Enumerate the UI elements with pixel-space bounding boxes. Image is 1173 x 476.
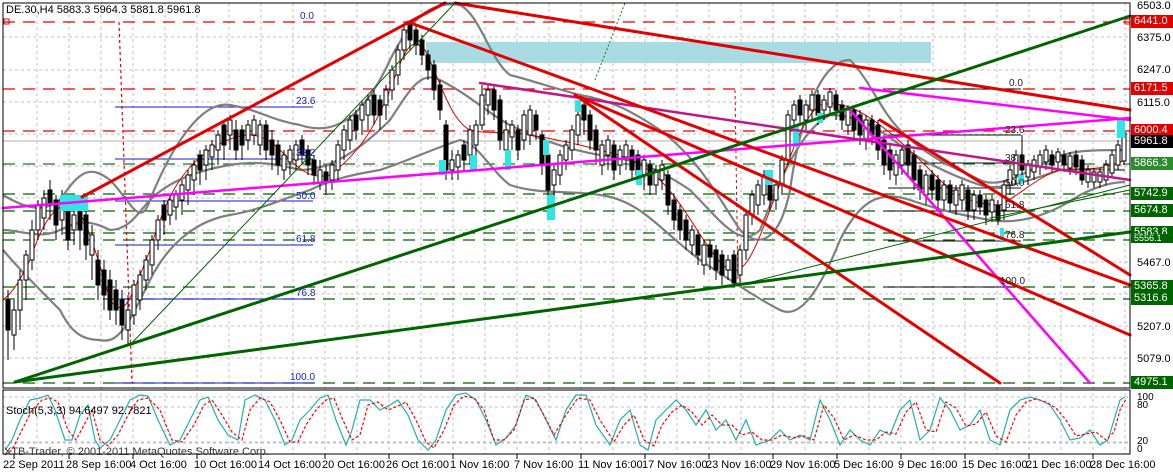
fib-left-23-6: 23.6 [296,96,316,107]
fib-right-50: 50.0 [1005,178,1025,189]
price-tick: 5467.0 [1137,257,1171,269]
time-label: 4 Oct 16:00 [130,459,187,471]
time-label: 15 Dec 16:00 [962,459,1028,471]
time-label: 21 Dec 16:00 [1026,459,1092,471]
time-label: 11 Nov 16:00 [578,459,643,471]
time-label: 9 Dec 16:00 [898,459,958,471]
fib-left-61-8: 61.8 [296,234,316,245]
fib-right-23-6: 23.6 [1005,125,1025,136]
time-label: 5 Dec 16:00 [834,459,894,471]
price-tick: 5207.0 [1137,321,1171,333]
fib-left-38-2: 38.2 [296,148,316,159]
price-level-badge: 6171.5 [1131,82,1173,95]
copyright-label: XTB-Trader, © 2001-2011 MetaQuotes Softw… [4,446,269,458]
price-level-badge: 5556.1 [1131,234,1173,243]
price-level-badge: 5674.8 [1131,204,1173,217]
price-level-badge: 5742.9 [1131,187,1173,200]
symbol-ohlc-label: DE.30,H4 5883.3 5964.3 5881.8 5961.8 [6,4,201,16]
stoch-tick: 80 [1137,400,1149,411]
current-price-badge: 5961.8 [1131,135,1173,148]
price-level-badge: 5365.8 [1131,280,1173,293]
fib-left-100: 100.0 [290,372,316,383]
price-level-badge: 5316.6 [1131,292,1173,305]
candlesticks [5,20,1127,360]
moving-average [2,43,1126,308]
time-label: 1 Nov 16:00 [450,459,510,471]
fib-right-38-2: 38.2 [1005,153,1025,164]
fib-right-61-8: 61.8 [1005,200,1025,211]
fib-right-100: 100.0 [1000,276,1026,287]
fib-right-76-8: 76.8 [1005,230,1025,241]
price-tick: 5079.0 [1137,353,1171,365]
stochastic-label: Stoch(5,3,3) 94.6497 92.7821 [6,405,152,417]
time-label: 10 Oct 16:00 [194,459,257,471]
time-label: 14 Oct 16:00 [258,459,321,471]
price-tick: 6503.0 [1137,0,1171,12]
price-level-badge: 6000.4 [1131,124,1173,137]
price-tick: 6247.0 [1137,64,1171,76]
bollinger-bands [2,3,1126,342]
price-level-badge: 6441.0 [1131,15,1173,28]
fib-left-76-8: 76.8 [296,288,316,299]
stoch-tick: 100 [1137,392,1154,403]
time-label: 29 Nov 16:00 [770,459,836,471]
time-label: 20 Oct 16:00 [322,459,385,471]
stoch-tick: 20 [1137,436,1149,447]
time-label: 28 Sep 16:00 [66,459,132,471]
stochastic-panel [3,392,1130,456]
time-label: 28 Dec 16:00 [1090,459,1156,471]
price-level-badge: 5866.3 [1131,157,1173,170]
fib-left-50: 50.0 [296,191,316,202]
price-tick: 6115.0 [1137,97,1170,109]
fib-left-0: 0.0 [300,11,314,22]
price-level-badge: 4975.1 [1131,376,1173,389]
price-tick: 6375.0 [1137,32,1171,44]
time-label: 23 Nov 16:00 [706,459,772,471]
time-label: 26 Oct 16:00 [386,459,449,471]
trendlines [1,1,1132,385]
time-label: 22 Sep 2011 [3,459,65,471]
fib-right-0: 0.0 [1009,78,1023,89]
time-label: 17 Nov 16:00 [642,459,708,471]
stoch-tick: 0 [1137,444,1143,455]
resistance-zone [426,42,931,63]
time-label: 7 Nov 16:00 [514,459,574,471]
